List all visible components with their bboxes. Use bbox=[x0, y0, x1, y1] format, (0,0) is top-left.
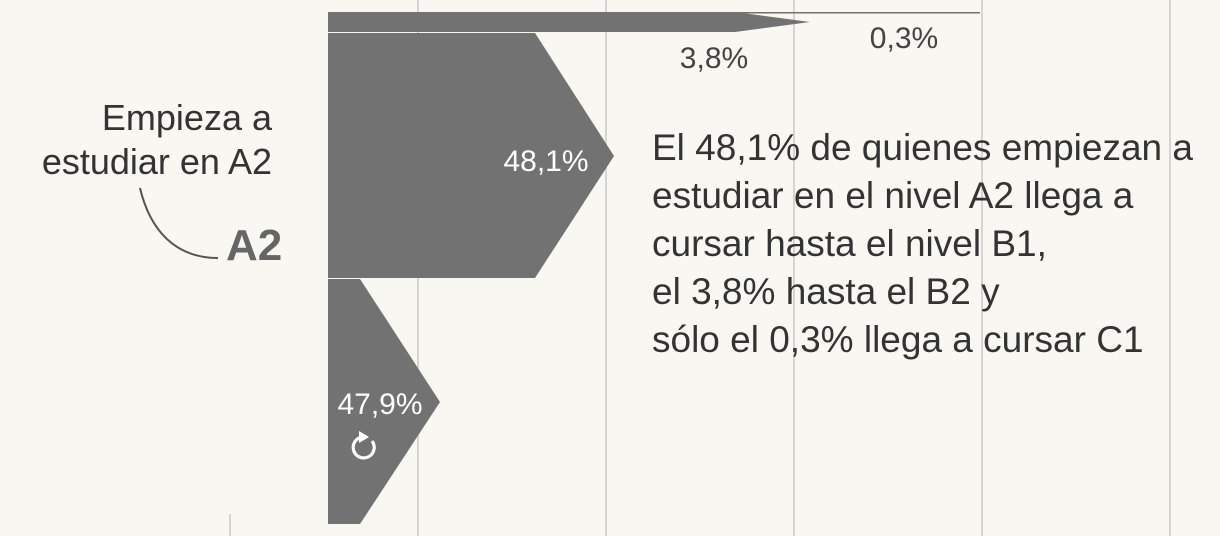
flow-b2 bbox=[328, 12, 810, 32]
flow-shapes bbox=[328, 12, 980, 524]
flow-c1 bbox=[730, 12, 980, 14]
start-label: Empieza a estudiar en A2 bbox=[0, 96, 272, 184]
value-label-c1: 0,3% bbox=[870, 22, 938, 55]
flow-repeat bbox=[328, 279, 440, 524]
value-label-repeat: 47,9% bbox=[337, 388, 422, 421]
start-label-line-2: estudiar en A2 bbox=[41, 141, 272, 182]
annotation-line-3: cursar hasta el nivel B1, bbox=[652, 223, 1047, 264]
annotation-line-5: sólo el 0,3% llega a cursar C1 bbox=[652, 319, 1144, 360]
flow-labels: 48,1% 3,8% 0,3% 47,9% bbox=[139, 22, 938, 460]
annotation-line-2: estudiar en el nivel A2 llega a bbox=[652, 175, 1134, 216]
annotation-line-4: el 3,8% hasta el B2 y bbox=[652, 271, 1000, 312]
value-label-b1: 48,1% bbox=[503, 145, 588, 178]
start-label-line-1: Empieza a bbox=[101, 97, 272, 138]
level-label: A2 bbox=[226, 221, 283, 270]
flow-b1 bbox=[328, 33, 614, 278]
annotation-text: El 48,1% de quienes empiezan a estudiar … bbox=[652, 124, 1193, 364]
connector-line bbox=[139, 187, 219, 259]
value-label-b2: 3,8% bbox=[680, 42, 748, 75]
annotation-line-1: El 48,1% de quienes empiezan a bbox=[652, 127, 1193, 168]
repeat-icon bbox=[351, 431, 376, 460]
